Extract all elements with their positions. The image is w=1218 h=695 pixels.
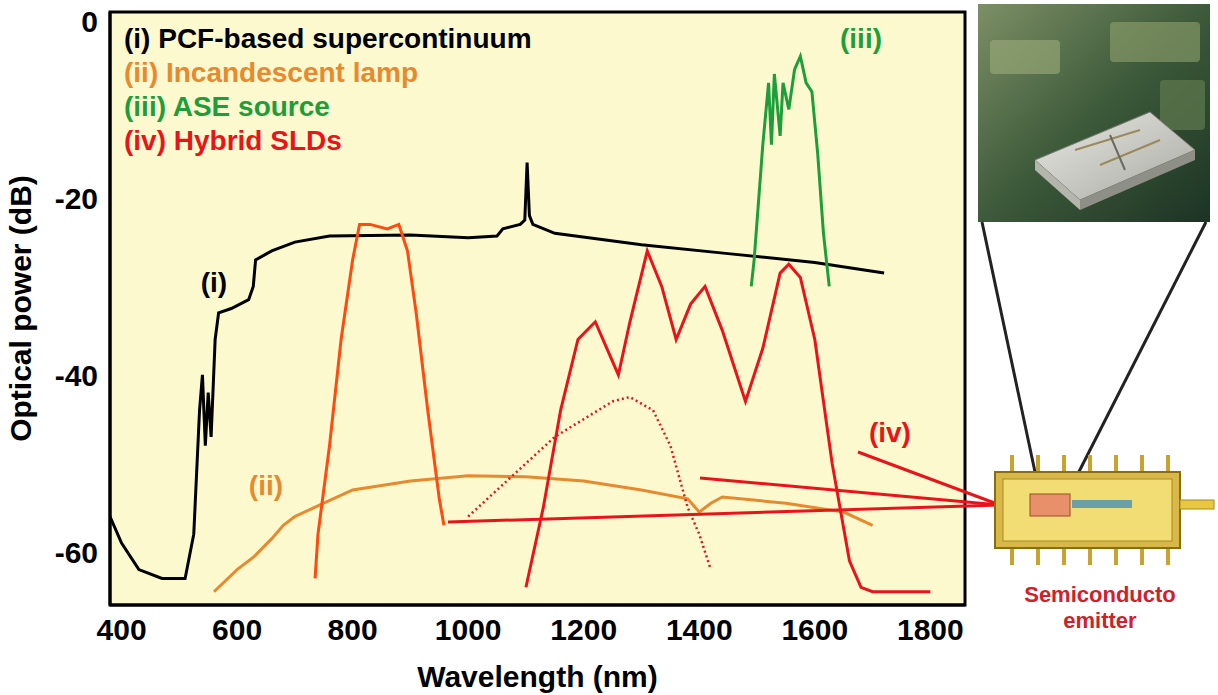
svg-text:(iv): (iv) bbox=[869, 417, 911, 448]
svg-text:Optical power (dB): Optical power (dB) bbox=[4, 175, 37, 442]
svg-text:(i): (i) bbox=[201, 267, 227, 298]
svg-text:600: 600 bbox=[212, 613, 262, 646]
svg-text:(i) PCF-based supercontinuum: (i) PCF-based supercontinuum bbox=[124, 23, 532, 54]
svg-text:1600: 1600 bbox=[781, 613, 848, 646]
svg-text:-40: -40 bbox=[55, 359, 98, 392]
svg-text:(ii): (ii) bbox=[249, 470, 283, 501]
svg-text:(iii) ASE source: (iii) ASE source bbox=[124, 91, 330, 122]
svg-text:(iv) Hybrid SLDs: (iv) Hybrid SLDs bbox=[124, 125, 342, 156]
svg-text:400: 400 bbox=[97, 613, 147, 646]
svg-text:-60: -60 bbox=[55, 536, 98, 569]
svg-text:1200: 1200 bbox=[550, 613, 617, 646]
svg-text:1800: 1800 bbox=[897, 613, 964, 646]
svg-text:800: 800 bbox=[328, 613, 378, 646]
svg-text:0: 0 bbox=[81, 5, 98, 38]
svg-text:Wavelength (nm): Wavelength (nm) bbox=[417, 660, 658, 693]
svg-text:-20: -20 bbox=[55, 182, 98, 215]
svg-text:(ii) Incandescent lamp: (ii) Incandescent lamp bbox=[124, 57, 418, 88]
svg-text:Semiconductoemitter: Semiconductoemitter bbox=[1024, 582, 1176, 633]
svg-text:1000: 1000 bbox=[435, 613, 502, 646]
svg-text:(iii): (iii) bbox=[840, 23, 882, 54]
svg-text:1400: 1400 bbox=[666, 613, 733, 646]
